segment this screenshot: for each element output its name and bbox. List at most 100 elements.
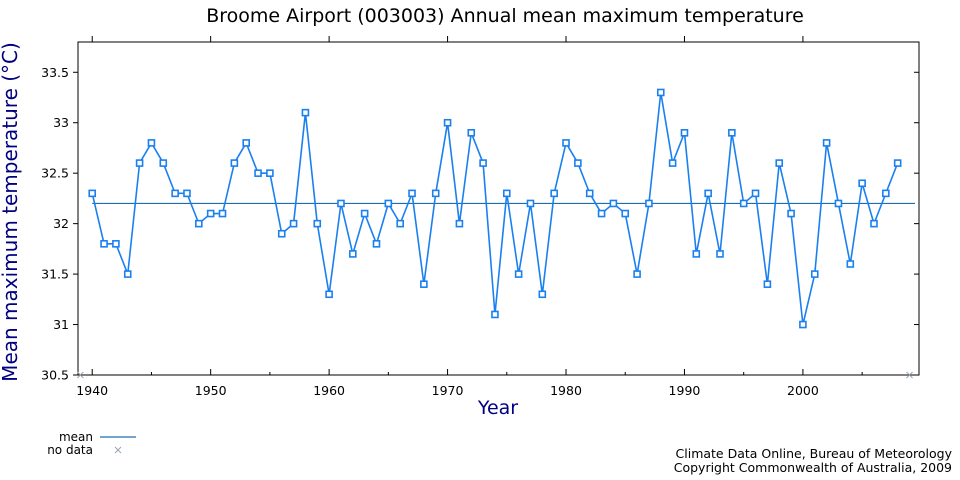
data-point	[787, 209, 795, 218]
data-point	[313, 219, 322, 228]
data-point	[822, 139, 831, 147]
data-point	[479, 159, 487, 167]
data-point	[668, 159, 677, 167]
y-tick-label: 32.5	[41, 166, 69, 181]
data-point	[574, 159, 582, 167]
x-tick-label: 2000	[787, 383, 819, 398]
data-point	[562, 139, 570, 147]
data-point	[183, 189, 191, 198]
data-point	[502, 189, 511, 198]
data-point	[431, 189, 440, 198]
data-point	[633, 270, 641, 278]
data-point	[538, 290, 547, 299]
data-point	[289, 219, 298, 228]
credit-copyright: Copyright Commonwealth of Australia, 200…	[674, 460, 952, 475]
data-point	[550, 189, 558, 198]
data-point	[195, 219, 203, 228]
data-point	[325, 290, 333, 299]
data-point	[206, 209, 215, 218]
data-point	[799, 320, 807, 329]
data-point	[585, 189, 594, 198]
data-point	[277, 229, 286, 238]
x-tick-label: 1960	[313, 383, 345, 398]
data-point	[123, 270, 132, 278]
plot-frame	[77, 41, 920, 376]
data-point	[230, 159, 239, 167]
data-point	[882, 189, 890, 198]
data-point	[858, 179, 866, 188]
chart-title: Broome Airport (003003) Annual mean maxi…	[206, 5, 804, 27]
no-data-layer	[77, 371, 913, 379]
data-point	[775, 159, 784, 167]
x-tick-label: 1990	[669, 383, 701, 398]
data-point	[609, 199, 618, 208]
y-tick-label: 33.5	[41, 65, 69, 80]
y-tick-label: 31.5	[41, 267, 69, 282]
legend: mean no data	[47, 430, 136, 457]
data-point	[372, 240, 381, 248]
data-point	[846, 260, 855, 268]
data-point	[408, 189, 416, 198]
y-axis-ticks: 30.5 31 31.5 32 32.5 33 33.5	[41, 65, 919, 383]
data-point	[242, 139, 250, 147]
data-point	[301, 108, 310, 117]
data-point	[526, 199, 535, 208]
no-data-marker	[906, 371, 913, 379]
data-point	[728, 129, 736, 137]
no-data-stroke	[906, 371, 913, 379]
y-tick-label: 31	[53, 317, 69, 332]
data-point	[396, 219, 404, 228]
data-point	[159, 159, 168, 167]
data-point	[467, 129, 476, 137]
data-point	[645, 199, 653, 208]
data-point	[171, 189, 179, 198]
data-point	[870, 219, 878, 228]
data-point	[621, 209, 630, 218]
data-point	[656, 88, 665, 97]
data-point	[112, 240, 120, 248]
legend-cross-stroke	[114, 446, 122, 454]
x-tick-label: 1980	[550, 383, 582, 398]
legend-no-data-label: no data	[47, 443, 93, 457]
data-point	[716, 250, 724, 258]
no-data-stroke	[77, 371, 84, 379]
legend-mean-label: mean	[59, 430, 93, 444]
data-point	[514, 270, 523, 278]
data-point	[266, 169, 274, 177]
data-point	[254, 169, 262, 177]
y-tick-label: 30.5	[41, 368, 69, 383]
y-tick-label: 32	[53, 216, 69, 231]
data-point	[360, 209, 369, 218]
data-point	[218, 209, 227, 218]
x-tick-label: 1970	[432, 383, 464, 398]
data-point	[337, 199, 345, 208]
x-axis-ticks: 1940 1950 1960 1970 1980 1990 2000	[76, 36, 863, 398]
data-point	[680, 129, 689, 137]
data-point	[349, 250, 357, 258]
data-point	[692, 250, 701, 258]
data-point	[810, 270, 819, 278]
data-point	[704, 189, 712, 198]
data-point	[443, 118, 452, 127]
x-tick-label: 1950	[195, 383, 227, 398]
no-data-marker	[77, 371, 84, 379]
data-point	[763, 280, 772, 288]
data-point	[491, 310, 499, 319]
data-point	[88, 189, 97, 198]
data-point	[384, 199, 393, 208]
y-axis-label: Mean maximum temperature (°C)	[0, 42, 22, 382]
x-axis-label: Year	[477, 397, 518, 419]
data-point	[420, 280, 428, 288]
y-tick-label: 33	[53, 115, 69, 130]
series-layer	[88, 88, 902, 329]
data-point	[893, 159, 902, 167]
data-point	[751, 189, 760, 198]
data-point	[597, 209, 606, 218]
data-point	[135, 159, 144, 167]
x-tick-label: 1940	[76, 383, 108, 398]
data-point	[455, 219, 464, 228]
series-line	[91, 91, 899, 326]
data-point	[739, 199, 748, 208]
data-point	[834, 199, 843, 208]
